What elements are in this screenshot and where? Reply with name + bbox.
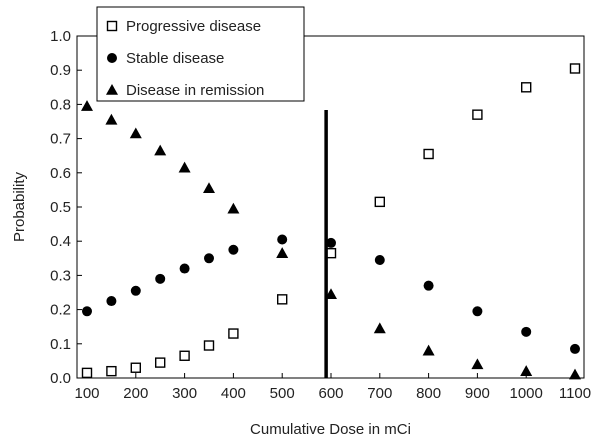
data-point (106, 296, 117, 307)
data-point (227, 202, 240, 214)
data-point (179, 263, 190, 274)
data-point (81, 100, 93, 111)
x-axis-title: Cumulative Dose in mCi (250, 421, 411, 438)
data-point (179, 350, 190, 361)
data-point (472, 109, 483, 120)
data-point (472, 306, 483, 317)
legend-box (96, 6, 305, 102)
data-point (129, 127, 142, 139)
legend: Progressive disease Stable disease Disease… (96, 6, 305, 102)
y-tick-label: 0.8 (50, 96, 71, 113)
data-point (81, 367, 93, 379)
data-point (204, 253, 214, 264)
legend-entry: Disease in remission (106, 82, 264, 99)
x-tick-label: 600 (318, 385, 343, 402)
data-point (374, 196, 385, 208)
data-point (155, 273, 166, 284)
data-point (82, 306, 92, 317)
x-tick-label: 700 (367, 385, 392, 402)
data-point (130, 362, 142, 373)
data-point (423, 148, 434, 160)
x-tick-label: 100 (74, 385, 99, 402)
data-point (422, 344, 435, 356)
data-point (277, 234, 288, 245)
legend-entry: Stable disease (107, 50, 224, 67)
x-tick-label: 400 (221, 385, 246, 402)
data-point (569, 368, 581, 380)
y-tick-label: 0.5 (50, 199, 71, 216)
y-tick-label: 0.4 (50, 233, 71, 250)
data-point (178, 161, 191, 173)
series-open-square (81, 63, 581, 379)
legend-marker (107, 53, 117, 63)
y-axis-title: Probability (11, 171, 28, 242)
x-tick-label: 800 (416, 385, 441, 402)
data-point (203, 340, 215, 351)
data-point (203, 182, 215, 193)
data-point (276, 247, 289, 258)
y-tick-label: 0.2 (50, 302, 71, 319)
series-filled-triangle (81, 100, 581, 380)
data-point (154, 357, 166, 368)
data-point (277, 294, 288, 305)
data-point (130, 285, 141, 296)
data-point (569, 63, 581, 74)
data-point (325, 288, 337, 300)
legend-label: Stable disease (126, 50, 224, 67)
x-axis: 100 200 300 400 500 600 700 800 900 1000 1100 (74, 373, 591, 402)
data-point (521, 326, 532, 337)
x-tick-label: 1000 (510, 385, 543, 402)
data-point (374, 255, 385, 266)
y-tick-label: 0.9 (50, 62, 71, 79)
data-point (471, 358, 484, 370)
y-tick-label: 0.1 (50, 336, 71, 353)
data-point (228, 328, 239, 339)
series-filled-circle (82, 234, 580, 354)
data-point (105, 113, 118, 125)
legend-label: Progressive disease (126, 18, 261, 35)
data-point (521, 82, 532, 93)
x-tick-label: 1100 (559, 385, 591, 402)
y-tick-label: 0.0 (50, 370, 71, 387)
legend-marker (106, 84, 118, 95)
y-axis: 0.0 0.1 0.2 0.3 0.4 0.5 0.6 0.7 0.8 0.9 1.0 (50, 28, 82, 387)
data-marks (81, 63, 581, 380)
y-tick-label: 0.7 (50, 131, 71, 148)
data-point (520, 365, 533, 376)
x-tick-label: 500 (270, 385, 295, 402)
legend-label: Disease in remission (126, 82, 264, 99)
data-point (228, 244, 239, 255)
y-tick-label: 0.6 (50, 165, 71, 182)
x-tick-label: 300 (172, 385, 197, 402)
x-tick-label: 900 (465, 385, 490, 402)
data-point (154, 144, 167, 156)
y-tick-label: 1.0 (50, 28, 71, 45)
legend-entry: Progressive disease (106, 18, 261, 35)
x-tick-label: 200 (123, 385, 148, 402)
data-point (326, 237, 336, 248)
data-point (423, 280, 434, 291)
legend-marker (106, 20, 118, 32)
data-point (570, 343, 580, 354)
data-point (106, 365, 117, 377)
data-point (373, 322, 386, 334)
y-tick-label: 0.3 (50, 267, 71, 284)
